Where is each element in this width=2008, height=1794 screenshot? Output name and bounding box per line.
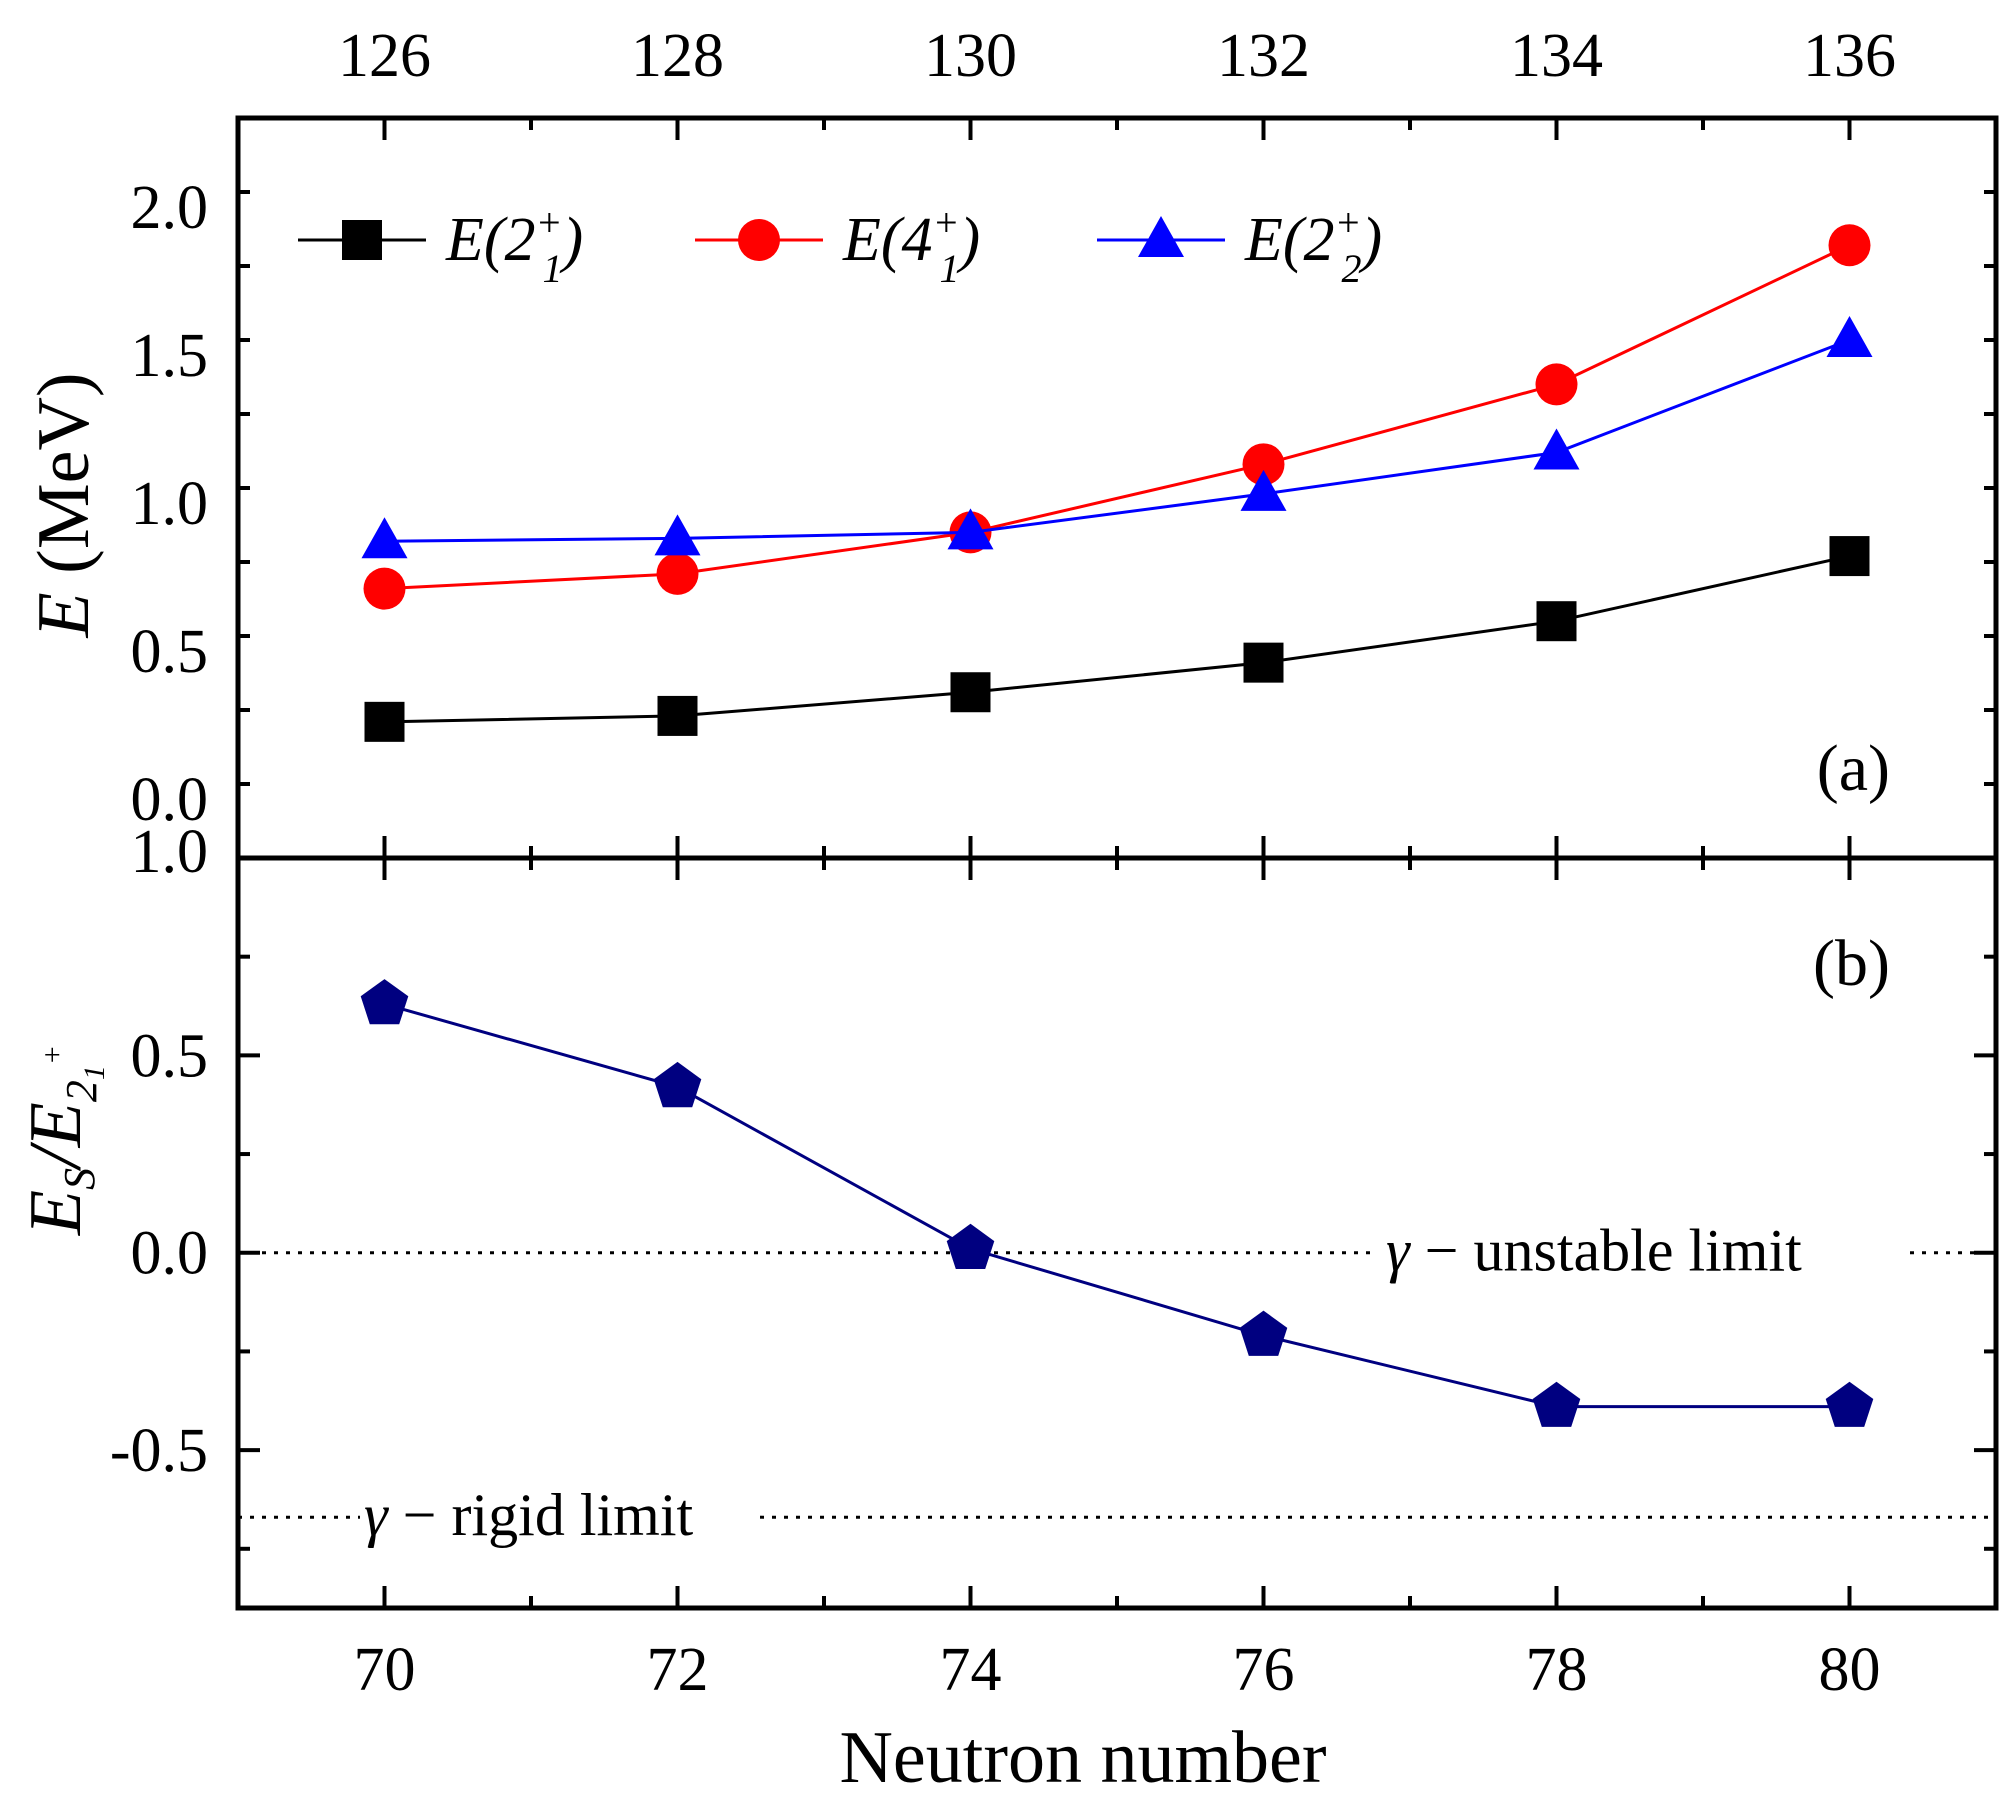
panel-a-point — [654, 514, 701, 556]
legend-marker — [738, 219, 780, 261]
panel-a-point — [1533, 428, 1580, 470]
legend-entry-1: E(2+ 1) — [298, 200, 583, 291]
panel-a-point — [363, 567, 406, 610]
legend-label: E(4+ 1) — [842, 200, 980, 291]
panel-a-ylabel-italic: E — [23, 592, 105, 638]
legend-entry-2: E(4+ 1) — [695, 200, 980, 291]
panel-b-series-line — [384, 1002, 1850, 1409]
panel-a-series-line — [384, 338, 1851, 543]
panel-b-point — [653, 1061, 702, 1108]
panel-b-point — [1825, 1381, 1874, 1427]
panel-b-ytick-label: 1.0 — [131, 818, 209, 886]
panel-a-point — [1535, 363, 1578, 406]
bottom-xtick-label: 70 — [354, 1636, 416, 1704]
top-axis-labels: 126 128 130 132 134 136 — [338, 22, 1896, 90]
panel-a-point — [1829, 536, 1870, 577]
top-xtick-label: 134 — [1510, 22, 1603, 90]
panel-a-point — [1240, 469, 1287, 511]
panel-a-point — [1826, 316, 1873, 357]
reference-line-1: γ − unstable limit — [238, 1218, 1996, 1284]
top-xtick-label: 128 — [631, 22, 724, 90]
panel-b-ylabel: ES/E21+ — [15, 1045, 111, 1236]
panel-a-series-1 — [364, 536, 1870, 742]
panel-b-point — [946, 1223, 995, 1269]
panel-b-ytick-labels: -0.5 0.0 0.5 1.0 — [110, 818, 208, 1485]
top-xtick-label: 136 — [1803, 22, 1896, 90]
bottom-xtick-label: 78 — [1526, 1636, 1588, 1704]
bottom-xtick-labels: 70 72 74 76 78 80 — [354, 1636, 1881, 1704]
panel-a-point — [1242, 443, 1285, 486]
panel-b-point — [360, 979, 409, 1025]
panel-b-frame — [235, 855, 1999, 1611]
panel-a-ticks — [238, 118, 1996, 858]
panel-b-ytick-label: -0.5 — [110, 1417, 208, 1485]
reference-line-label: γ − rigid limit — [364, 1482, 693, 1548]
panel-b-point — [1532, 1381, 1581, 1427]
panel-b-label: (b) — [1813, 927, 1890, 1000]
reference-line-2: γ − rigid limit — [238, 1482, 1996, 1548]
panel-a-point — [364, 701, 405, 742]
reference-line-label: γ − unstable limit — [1386, 1218, 1802, 1284]
bottom-xtick-label: 76 — [1233, 1636, 1295, 1704]
panel-a-series-2 — [363, 224, 1871, 610]
panel-a-point — [1828, 224, 1871, 267]
legend-marker — [1138, 216, 1184, 257]
panel-a-point — [1243, 642, 1284, 683]
panel-a-ytick-label: 1.5 — [131, 322, 209, 390]
panel-a-ytick-label: 0.5 — [131, 618, 209, 686]
panel-a-series-line — [384, 554, 1850, 724]
panel-b-ytick-label: 0.0 — [131, 1220, 209, 1288]
panel-a-ytick-label: 2.0 — [131, 174, 209, 242]
panel-a-point — [656, 552, 699, 595]
panel-a-point — [947, 508, 994, 550]
panel-b: γ − unstable limit γ − rigid limit -0.5 0.… — [15, 818, 1996, 1608]
panel-b-ytick-label: 0.5 — [131, 1022, 209, 1090]
panel-a-ylabel-unit: (MeV) — [23, 372, 105, 592]
panel-a-ytick-label: 1.0 — [131, 470, 209, 538]
legend-entry-3: E(2+ 2) — [1097, 200, 1382, 291]
panel-a-point — [1536, 601, 1577, 642]
legend-label: E(2+ 2) — [1244, 200, 1382, 291]
panel-a-point — [657, 695, 698, 736]
panel-a-series-line — [384, 243, 1851, 591]
panel-a-ytick-labels: 0.0 0.5 1.0 1.5 2.0 — [131, 174, 209, 834]
panel-a-label: (a) — [1817, 732, 1890, 805]
x-axis-title: Neutron number — [839, 1717, 1326, 1794]
panel-b-reference-lines: γ − unstable limit γ − rigid limit — [238, 1218, 1996, 1548]
legend-label: E(2+ 1) — [445, 200, 583, 291]
bottom-xtick-label: 74 — [940, 1636, 1002, 1704]
panel-a-ylabel: E (MeV) — [23, 372, 105, 638]
panel-a-series — [361, 224, 1873, 742]
panel-a-legend: E(2+ 1) E(4+ 1) E(2+ 2) — [298, 200, 1382, 291]
panel-b-ylabel-text: ES/E21+ — [15, 1045, 111, 1236]
panel-b-series — [360, 979, 1874, 1427]
panel-a-point — [361, 517, 408, 559]
panel-a: 0.0 0.5 1.0 1.5 2.0 E(2+ 1) E(4+ 1) E(2+ 2) (a) E… — [23, 118, 1996, 858]
legend-marker — [342, 220, 382, 260]
bottom-xtick-label: 80 — [1819, 1636, 1881, 1704]
top-xtick-label: 130 — [924, 22, 1017, 90]
panel-b-point — [1239, 1310, 1288, 1356]
panel-a-series-3 — [361, 316, 1873, 559]
bottom-xtick-label: 72 — [647, 1636, 709, 1704]
top-xtick-label: 132 — [1217, 22, 1310, 90]
top-xtick-label: 126 — [338, 22, 431, 90]
panel-b-series — [360, 979, 1874, 1427]
panel-a-ytick-label: 0.0 — [131, 766, 209, 834]
panel-a-point — [950, 672, 991, 713]
